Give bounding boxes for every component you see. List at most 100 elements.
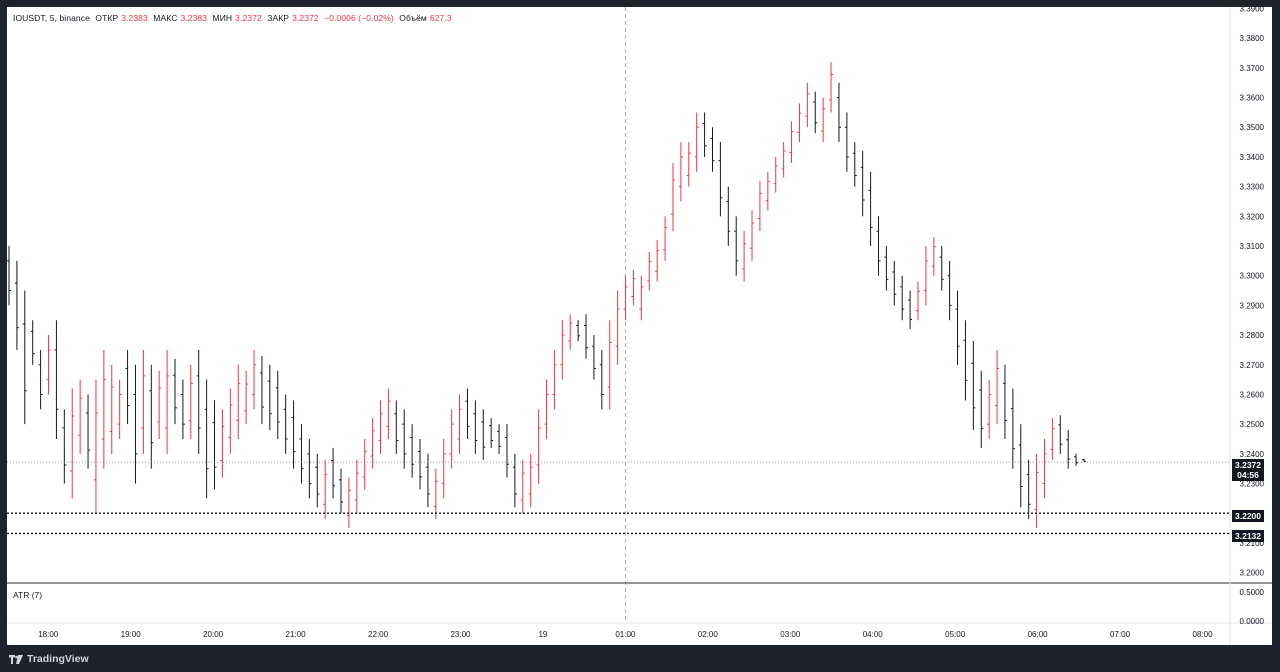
ohlc-bar xyxy=(734,216,739,276)
ohlc-bar xyxy=(520,459,525,514)
price-tick-label: 3.3800 xyxy=(1240,34,1265,43)
ohlc-bar xyxy=(307,439,312,499)
ohlc-bar xyxy=(584,314,589,359)
ohlc-bar xyxy=(354,459,359,514)
ohlc-bar xyxy=(93,379,98,514)
chart-frame[interactable]: 3.2000 3.2100 3.2200 3.2300 3.2400 3.2500 3.26… xyxy=(7,7,1272,645)
ohlc-bar xyxy=(267,364,272,431)
time-tick-label: 02:00 xyxy=(698,630,719,639)
ohlc-bar xyxy=(14,260,19,350)
price-tick-label: 3.3300 xyxy=(1240,183,1265,192)
ohlc-bar xyxy=(884,246,889,291)
ohlc-bar xyxy=(710,127,715,172)
ohlc-bar xyxy=(615,290,620,365)
ohlc-bar xyxy=(441,439,446,499)
ohlc-bar xyxy=(315,453,320,508)
price-tick-label: 3.2400 xyxy=(1240,450,1265,459)
price-tick-label: 3.2300 xyxy=(1240,480,1265,489)
legend-high-label: МАКС xyxy=(153,13,178,23)
ohlc-bar xyxy=(908,290,913,330)
ohlc-bar xyxy=(346,477,351,529)
time-tick-label: 21:00 xyxy=(286,630,307,639)
atr-indicator-label[interactable]: ATR (7) xyxy=(13,590,43,600)
ohlc-bar xyxy=(109,364,114,454)
legend-high-value: 3.2383 xyxy=(180,13,208,23)
ohlc-bar xyxy=(212,400,217,490)
ohlc-bar xyxy=(1018,424,1023,508)
ohlc-bar xyxy=(789,121,794,163)
price-levels xyxy=(7,461,1230,535)
bottom-bar: TradingView xyxy=(0,645,1280,672)
symbol-title[interactable]: IOUSDT, 5, binance xyxy=(13,13,90,23)
ohlc-bar xyxy=(726,186,731,247)
ohlc-bar xyxy=(1034,453,1039,529)
ohlc-bar xyxy=(117,379,122,439)
tradingview-logo[interactable]: TradingView xyxy=(9,653,89,665)
ohlc-bar xyxy=(473,400,478,454)
ohlc-bar xyxy=(568,314,573,350)
ohlc-bar xyxy=(394,400,399,454)
ohlc-bars xyxy=(7,61,1086,529)
time-tick-label: 06:00 xyxy=(1028,630,1049,639)
ohlc-bar xyxy=(1074,453,1079,466)
ohlc-bar xyxy=(133,364,138,484)
ohlc-bar xyxy=(220,409,225,478)
level-tag-1: 3.2200 xyxy=(1232,510,1264,522)
ohlc-bar xyxy=(860,151,865,217)
ohlc-bar xyxy=(512,453,517,508)
ohlc-bar xyxy=(188,364,193,439)
ohlc-bar xyxy=(773,156,778,193)
legend-volume-label: Объём xyxy=(399,13,427,23)
ohlc-bar xyxy=(757,180,762,232)
ohlc-bar xyxy=(963,320,968,401)
price-tick-label: 3.3400 xyxy=(1240,153,1265,162)
ohlc-bar xyxy=(1058,415,1063,454)
ohlc-bar xyxy=(323,459,328,520)
ohlc-bar xyxy=(172,358,177,425)
ohlc-bar xyxy=(54,320,59,439)
chart-canvas[interactable]: 3.2000 3.2100 3.2200 3.2300 3.2400 3.2500 3.26… xyxy=(7,7,1272,645)
ohlc-bar xyxy=(228,388,233,454)
symbol-legend: IOUSDT, 5, binance ОТКР 3.2383 МАКС 3.2383… xyxy=(13,13,455,23)
ohlc-bar xyxy=(46,335,51,395)
ohlc-bar xyxy=(489,418,494,448)
ohlc-bar xyxy=(62,409,67,484)
ohlc-bar xyxy=(1082,458,1086,463)
current-price-tag: 3.2372 04:56 xyxy=(1232,459,1264,481)
ohlc-bar xyxy=(1002,364,1007,439)
ohlc-bar xyxy=(939,246,944,291)
ohlc-bar xyxy=(852,142,857,187)
ohlc-bar xyxy=(259,355,264,425)
ohlc-bar xyxy=(7,246,11,306)
ohlc-bar xyxy=(821,97,826,143)
ohlc-bar xyxy=(663,216,668,261)
ohlc-bar xyxy=(370,418,375,469)
price-tick-label: 3.2600 xyxy=(1240,390,1265,399)
ohlc-bar xyxy=(157,370,162,439)
ohlc-bar xyxy=(931,237,936,276)
ohlc-bar xyxy=(765,171,770,211)
ohlc-bar xyxy=(528,453,533,508)
ohlc-bar xyxy=(141,349,146,454)
current-price-value: 3.2372 xyxy=(1235,460,1261,470)
axes: 3.2000 3.2100 3.2200 3.2300 3.2400 3.2500 3.26… xyxy=(7,7,1272,645)
time-tick-label: 03:00 xyxy=(780,630,801,639)
ohlc-bar xyxy=(702,112,707,157)
ohlc-bar xyxy=(631,269,636,306)
legend-low-value: 3.2372 xyxy=(235,13,262,23)
ohlc-bar xyxy=(180,379,185,439)
ohlc-bar xyxy=(386,388,391,439)
ohlc-bar xyxy=(971,341,976,431)
ohlc-bar xyxy=(283,394,288,454)
price-tick-label: 3.3500 xyxy=(1240,123,1265,132)
atr-tick-label: 0.5000 xyxy=(1240,588,1265,597)
ohlc-bar xyxy=(331,447,336,499)
ohlc-bar xyxy=(916,281,921,321)
ohlc-bar xyxy=(686,142,691,187)
ohlc-bar xyxy=(536,409,541,484)
ohlc-bar xyxy=(797,103,802,143)
legend-close-value: 3.2372 xyxy=(292,13,319,23)
ohlc-bar xyxy=(892,260,897,306)
price-tick-label: 3.3700 xyxy=(1240,64,1265,73)
ohlc-bar xyxy=(78,379,83,454)
